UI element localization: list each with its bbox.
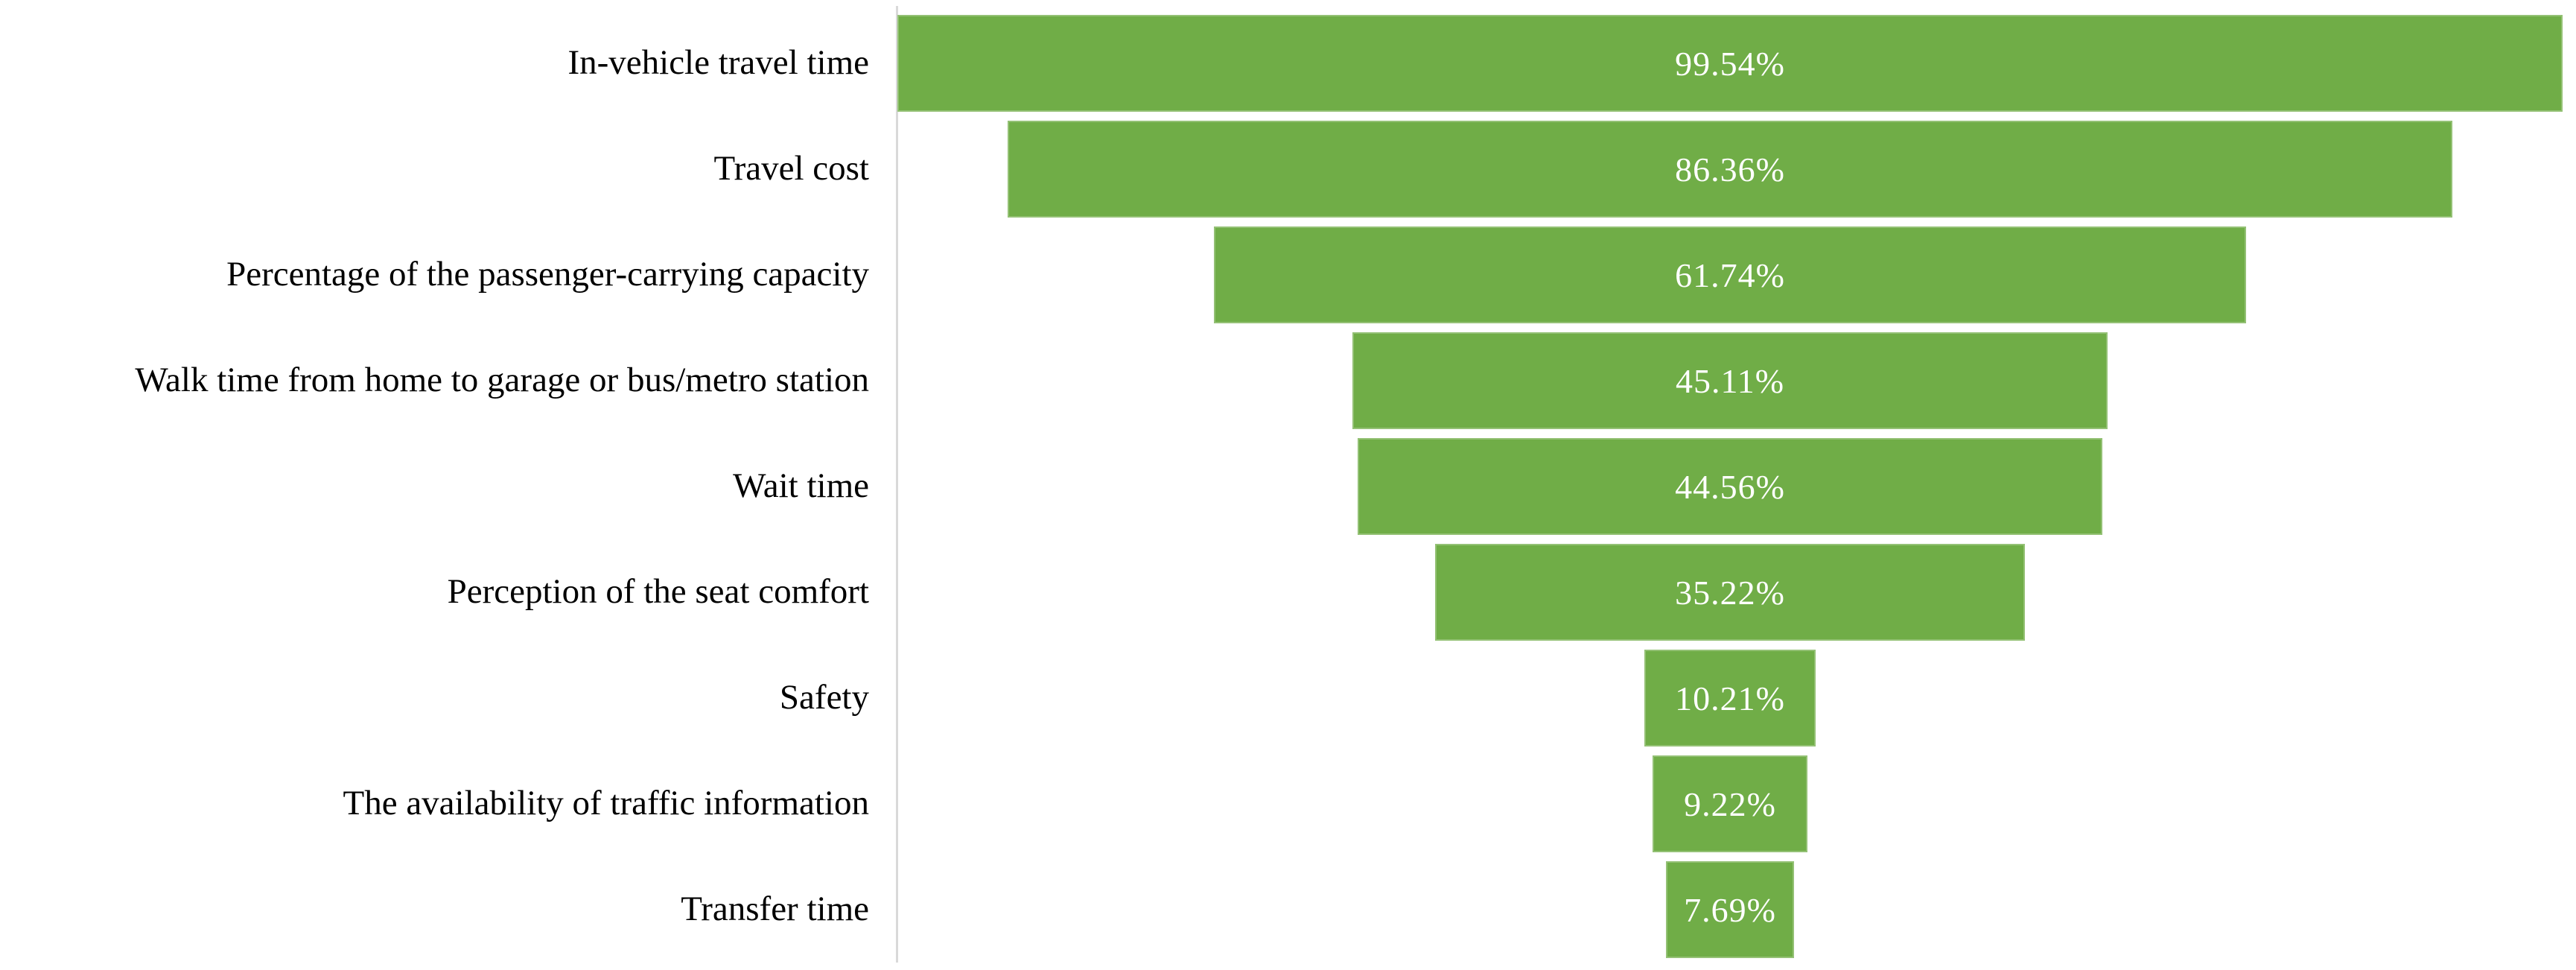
bar: 44.56% [1357,438,2103,535]
category-label: Wait time [733,466,869,506]
plot-area-row: 44.56% [897,434,2563,539]
bar: 10.21% [1644,650,1816,746]
chart-row: Percentage of the passenger-carrying cap… [0,222,2576,328]
bar-value-label: 44.56% [1675,467,1785,506]
bar: 86.36% [1008,121,2452,218]
bar-value-label: 10.21% [1675,679,1785,717]
category-label: Percentage of the passenger-carrying cap… [226,255,869,294]
category-label: Perception of the seat comfort [447,572,869,612]
plot-area-row: 10.21% [897,645,2563,751]
bar: 99.54% [897,15,2563,112]
bar-value-label: 7.69% [1684,890,1776,929]
chart-row: Safety 10.21% [0,645,2576,751]
plot-area-row: 7.69% [897,857,2563,963]
bar-value-label: 99.54% [1675,44,1785,83]
category-label: In-vehicle travel time [567,43,869,83]
plot-area-row: 99.54% [897,10,2563,116]
chart-row: Wait time 44.56% [0,434,2576,539]
plot-area-row: 86.36% [897,116,2563,222]
chart-row: In-vehicle travel time 99.54% [0,10,2576,116]
plot-area-row: 61.74% [897,222,2563,328]
plot-area-row: 35.22% [897,539,2563,645]
bar-value-label: 86.36% [1675,150,1785,188]
category-label: Walk time from home to garage or bus/met… [135,361,869,400]
category-label: Safety [779,678,869,717]
bar-value-label: 9.22% [1684,784,1776,823]
bar-value-label: 61.74% [1675,256,1785,294]
category-axis-line [896,6,898,963]
bar: 7.69% [1665,861,1795,958]
category-label: Travel cost [713,149,869,188]
chart-row: Walk time from home to garage or bus/met… [0,328,2576,434]
plot-area-row: 9.22% [897,751,2563,857]
category-label: The availability of traffic information [343,784,870,823]
bar: 45.11% [1352,332,2108,429]
bar: 61.74% [1213,226,2247,323]
plot-area-row: 45.11% [897,328,2563,434]
chart-row: The availability of traffic information … [0,751,2576,857]
bar: 35.22% [1435,544,2025,641]
category-label: Transfer time [681,890,869,929]
bar-value-label: 35.22% [1675,573,1785,612]
bar: 9.22% [1653,755,1807,852]
chart-row: Perception of the seat comfort 35.22% [0,539,2576,645]
chart-row: Travel cost 86.36% [0,116,2576,222]
chart-row: Transfer time 7.69% [0,857,2576,963]
bar-value-label: 45.11% [1675,361,1785,400]
